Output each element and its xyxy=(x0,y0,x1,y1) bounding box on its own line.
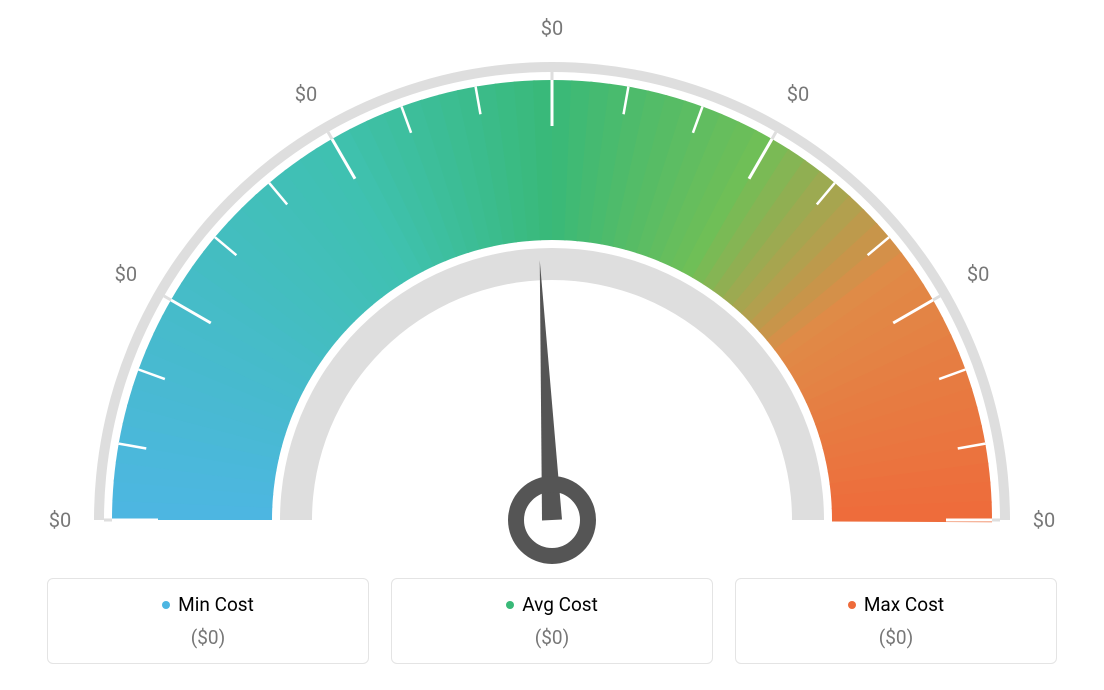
gauge-tick-label: $0 xyxy=(541,16,563,40)
legend-card-min: Min Cost ($0) xyxy=(47,578,369,664)
legend-card-max: Max Cost ($0) xyxy=(735,578,1057,664)
legend-value-max: ($0) xyxy=(746,626,1046,649)
legend-value-avg: ($0) xyxy=(402,626,702,649)
legend-label: Avg Cost xyxy=(522,593,598,616)
gauge-tick-label: $0 xyxy=(49,508,71,532)
dot-icon xyxy=(162,601,170,609)
legend-value-min: ($0) xyxy=(58,626,358,649)
legend-label: Min Cost xyxy=(178,593,254,616)
gauge-tick-label: $0 xyxy=(295,82,317,106)
gauge-chart: $0 $0 $0 $0 $0 $0 $0 xyxy=(0,0,1104,570)
legend-title-max: Max Cost xyxy=(848,593,944,616)
gauge-tick-label: $0 xyxy=(967,262,989,286)
gauge-tick-label: $0 xyxy=(1033,508,1055,532)
legend-title-avg: Avg Cost xyxy=(506,593,598,616)
gauge-svg xyxy=(0,0,1104,570)
dot-icon xyxy=(848,601,856,609)
legend-row: Min Cost ($0) Avg Cost ($0) Max Cost ($0… xyxy=(0,578,1104,664)
dot-icon xyxy=(506,601,514,609)
gauge-tick-label: $0 xyxy=(115,262,137,286)
legend-card-avg: Avg Cost ($0) xyxy=(391,578,713,664)
legend-title-min: Min Cost xyxy=(162,593,254,616)
gauge-tick-label: $0 xyxy=(787,82,809,106)
legend-label: Max Cost xyxy=(864,593,944,616)
